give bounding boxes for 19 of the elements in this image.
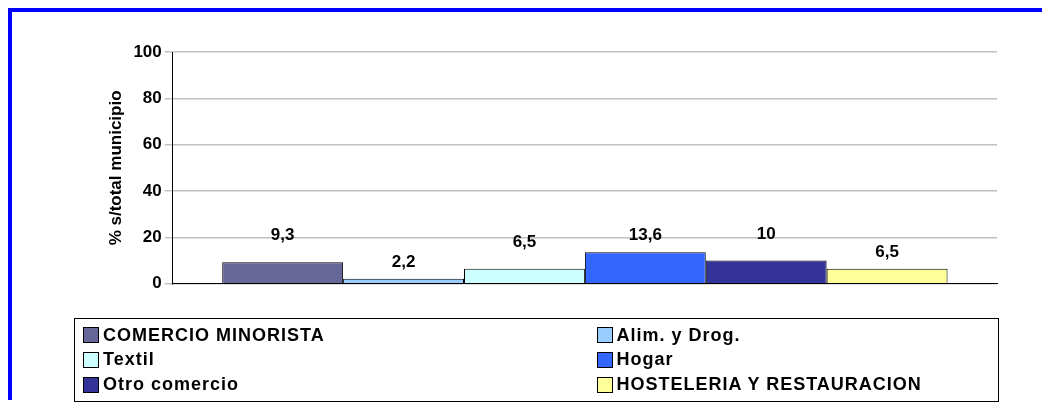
- y-tick-label: 0: [152, 273, 162, 293]
- y-tick-label: 100: [133, 41, 162, 61]
- legend-label: Hogar: [616, 349, 674, 371]
- y-tick-label: 20: [142, 227, 162, 247]
- legend-label: HOSTELERIA Y RESTAURACION: [616, 374, 922, 396]
- data-label: 6,5: [875, 241, 899, 261]
- legend-label: Otro comercio: [103, 374, 240, 396]
- y-tick-label: 80: [142, 88, 162, 108]
- legend-label: Alim. y Drog.: [616, 324, 741, 346]
- y-tick-label: 60: [142, 134, 162, 154]
- data-label: 9,3: [270, 225, 295, 245]
- y-tick-label: 40: [142, 180, 162, 200]
- data-label: 13,6: [628, 225, 662, 245]
- y-axis-title: % s/total municipio: [105, 90, 125, 246]
- data-label: 2,2: [391, 251, 416, 271]
- legend-label: COMERCIO MINORISTA: [103, 324, 325, 346]
- data-label: 10: [756, 223, 776, 243]
- legend-label: Textil: [103, 349, 155, 371]
- data-label: 6,5: [512, 231, 537, 251]
